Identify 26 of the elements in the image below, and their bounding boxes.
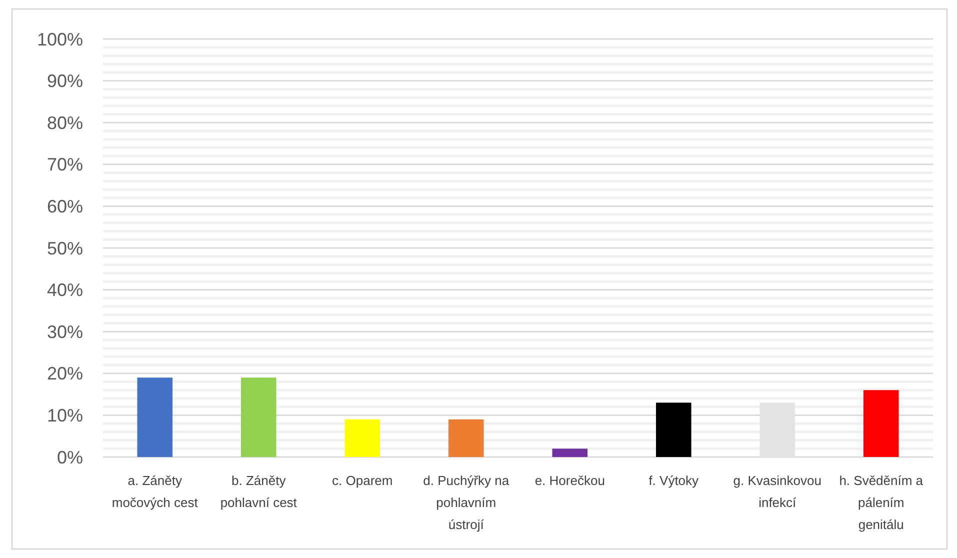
x-tick-label: a. Záněty močových cest [112,473,198,510]
bar [448,419,484,457]
x-tick-label: f. Výtoky [648,473,700,488]
y-tick-label: 0% [56,447,83,468]
x-tick-label: e. Horečkou [534,473,605,488]
x-tick-label: c. Oparem [332,473,393,488]
y-tick-label: 20% [46,364,83,384]
y-tick-label: 60% [46,196,83,216]
y-tick-label: 30% [46,322,83,342]
y-tick-label: 90% [46,71,83,92]
y-tick-label: 70% [46,154,83,175]
bar [552,448,588,457]
bar [863,390,899,457]
bar [240,378,276,457]
x-tick-label: d. Puchýřky na pohlavním ústrojí [423,473,510,532]
bar [137,378,173,457]
y-tick-label: 100% [36,29,83,50]
x-tick-label: g. Kvasinkovou infekcí [733,473,822,510]
y-tick-label: 40% [46,280,83,300]
y-tick-label: 50% [46,238,83,258]
x-tick-label: b. Záněty pohlavní cest [220,473,298,510]
y-tick-label: 10% [46,406,83,426]
x-tick-label: h. Svěděním a pálením genitálu [839,473,924,532]
y-tick-label: 80% [46,112,83,133]
bar [344,419,380,457]
bar [656,402,692,457]
